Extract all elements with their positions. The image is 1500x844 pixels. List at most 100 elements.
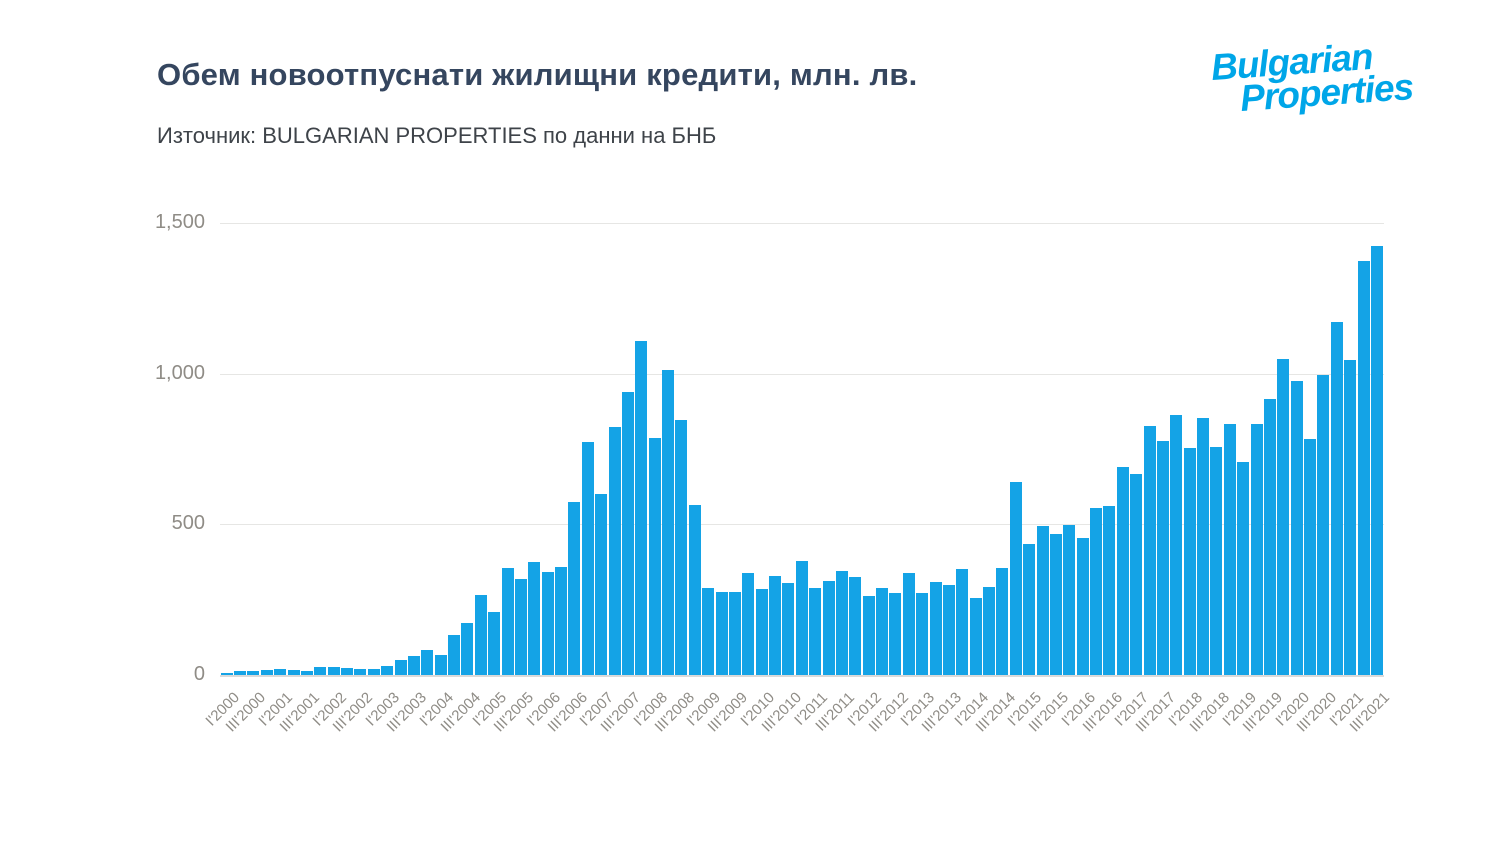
bar: [876, 587, 889, 675]
bar: [1143, 426, 1156, 675]
logo-line2: Properties: [1238, 66, 1415, 120]
bar: [367, 668, 380, 675]
bar: [996, 568, 1009, 675]
bar-series: [220, 223, 1384, 675]
bar: [1130, 474, 1143, 675]
bar: [568, 501, 581, 675]
bar: [381, 665, 394, 675]
bar: [421, 650, 434, 675]
bar: [675, 419, 688, 675]
bar: [1116, 467, 1129, 675]
bar: [1049, 533, 1062, 675]
bar: [1290, 380, 1303, 675]
bar: [1183, 448, 1196, 675]
bar: [407, 656, 420, 675]
bar: [220, 672, 233, 675]
bar: [247, 670, 260, 675]
bar: [902, 573, 915, 675]
bar: [260, 669, 273, 675]
bar: [1210, 446, 1223, 675]
bar: [662, 370, 675, 675]
bulgarian-properties-logo: Bulgarian Properties: [1210, 36, 1415, 120]
bar: [648, 438, 661, 675]
source-note: Източник: BULGARIAN PROPERTIES по данни …: [157, 123, 717, 148]
bar: [1170, 414, 1183, 675]
bar: [929, 581, 942, 675]
bar: [1103, 505, 1116, 675]
bar: [835, 570, 848, 675]
bar: [434, 655, 447, 675]
bar: [1370, 246, 1383, 675]
bar: [742, 573, 755, 675]
bar: [300, 670, 313, 675]
bar: [755, 589, 768, 675]
bar: [287, 669, 300, 675]
bar: [1063, 524, 1076, 675]
bar: [354, 669, 367, 675]
bar: [809, 588, 822, 675]
bar: [688, 505, 701, 675]
bar: [501, 568, 514, 675]
bar: [983, 586, 996, 675]
bar: [234, 670, 247, 675]
bar: [448, 634, 461, 675]
bar: [769, 576, 782, 675]
bar: [528, 561, 541, 675]
page-title: Обем новоотпуснати жилищни кредити, млн.…: [157, 57, 918, 92]
bar: [621, 391, 634, 675]
bar: [461, 622, 474, 675]
bar: [1036, 526, 1049, 675]
bar: [327, 667, 340, 675]
bar: [488, 611, 501, 675]
gridline: [220, 223, 1384, 224]
bar: [1223, 424, 1236, 675]
bar: [1156, 440, 1169, 675]
bar: [1344, 360, 1357, 675]
bar: [514, 579, 527, 675]
y-tick-label: 500: [171, 512, 205, 535]
bar: [942, 584, 955, 675]
bar: [1317, 375, 1330, 675]
bar: [541, 571, 554, 675]
bar: [728, 592, 741, 675]
bar: [1076, 537, 1089, 675]
bar: [969, 598, 982, 675]
bar: [889, 593, 902, 675]
bar: [822, 580, 835, 675]
bar: [555, 567, 568, 675]
bar: [581, 441, 594, 675]
bar: [702, 587, 715, 675]
bar: [1237, 461, 1250, 675]
bar: [1357, 261, 1370, 675]
bar: [274, 669, 287, 675]
bar: [1009, 481, 1022, 675]
bar: [1023, 544, 1036, 675]
bar: [595, 493, 608, 675]
bar: [862, 596, 875, 675]
bar: [916, 593, 929, 675]
bar: [715, 591, 728, 675]
plot-area: [220, 223, 1384, 677]
bar: [1330, 321, 1343, 675]
bar: [795, 560, 808, 675]
bar: [849, 577, 862, 675]
bar: [635, 341, 648, 675]
gridline: [220, 524, 1384, 526]
bar: [782, 582, 795, 675]
bar: [1277, 359, 1290, 675]
bar: [394, 659, 407, 675]
bar: [1304, 439, 1317, 675]
bar: [341, 668, 354, 675]
bar: [1250, 424, 1263, 675]
bar: [956, 569, 969, 675]
y-tick-label: 0: [193, 663, 205, 685]
bar: [608, 426, 621, 675]
gridline: [220, 373, 1384, 375]
x-axis: I'2000 III'2000 I'2001 III'2001 I'2002 III'20…: [202, 682, 1393, 812]
y-tick-label: 1,500: [154, 211, 205, 233]
y-tick-label: 1,000: [154, 361, 205, 384]
bar: [314, 667, 327, 675]
bar: [474, 595, 487, 675]
bar: [1090, 508, 1103, 675]
